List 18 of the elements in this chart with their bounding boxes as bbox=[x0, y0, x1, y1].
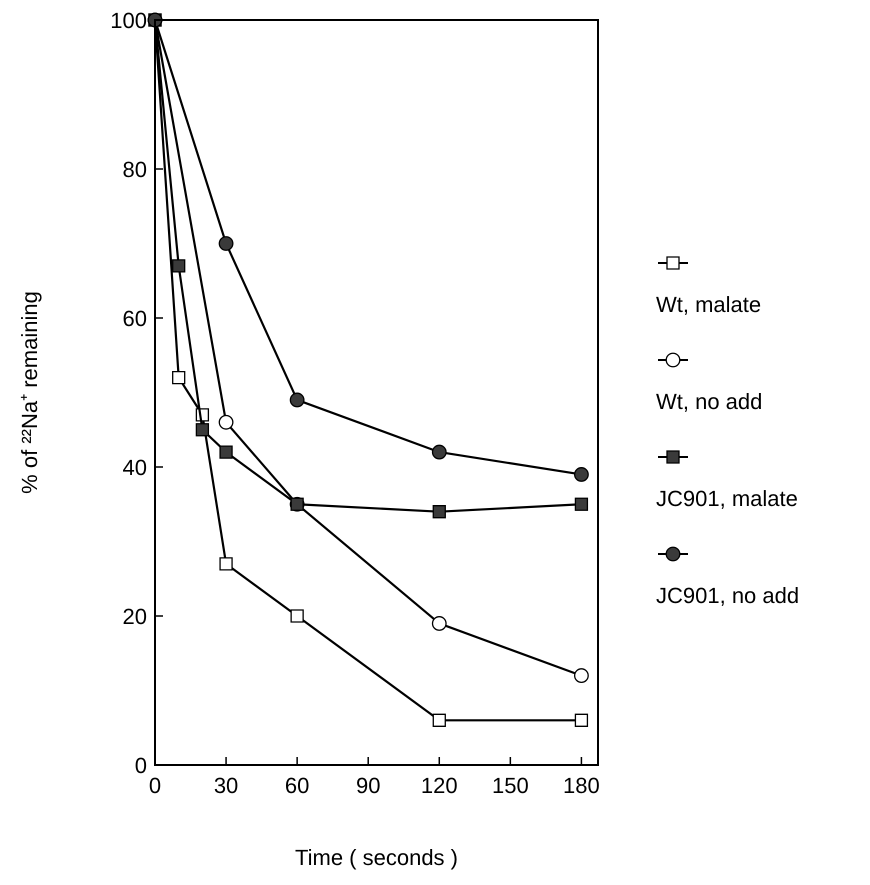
y-tick-label: 20 bbox=[122, 604, 147, 629]
y-tick-label: 0 bbox=[134, 753, 147, 778]
x-tick-label: 60 bbox=[284, 773, 310, 798]
x-tick-label: 30 bbox=[214, 773, 238, 798]
y-tick-label: 60 bbox=[122, 306, 147, 331]
y-axis-title: % of ²²Na⁺ remaining bbox=[17, 291, 42, 494]
legend-label: Wt, malate bbox=[656, 292, 762, 317]
x-tick-label: 90 bbox=[356, 773, 380, 798]
legend-label: JC901, malate bbox=[656, 486, 798, 511]
legend-label: Wt, no add bbox=[656, 389, 762, 414]
y-tick-label: 40 bbox=[122, 455, 147, 480]
x-tick-label: 180 bbox=[563, 773, 600, 798]
x-tick-label: 150 bbox=[492, 773, 529, 798]
x-tick-label: 120 bbox=[420, 773, 458, 798]
x-axis-title: Time ( seconds ) bbox=[294, 845, 458, 870]
y-tick-label: 80 bbox=[122, 157, 147, 182]
y-tick-label: 100 bbox=[110, 8, 147, 33]
legend-label: JC901, no add bbox=[656, 583, 800, 608]
